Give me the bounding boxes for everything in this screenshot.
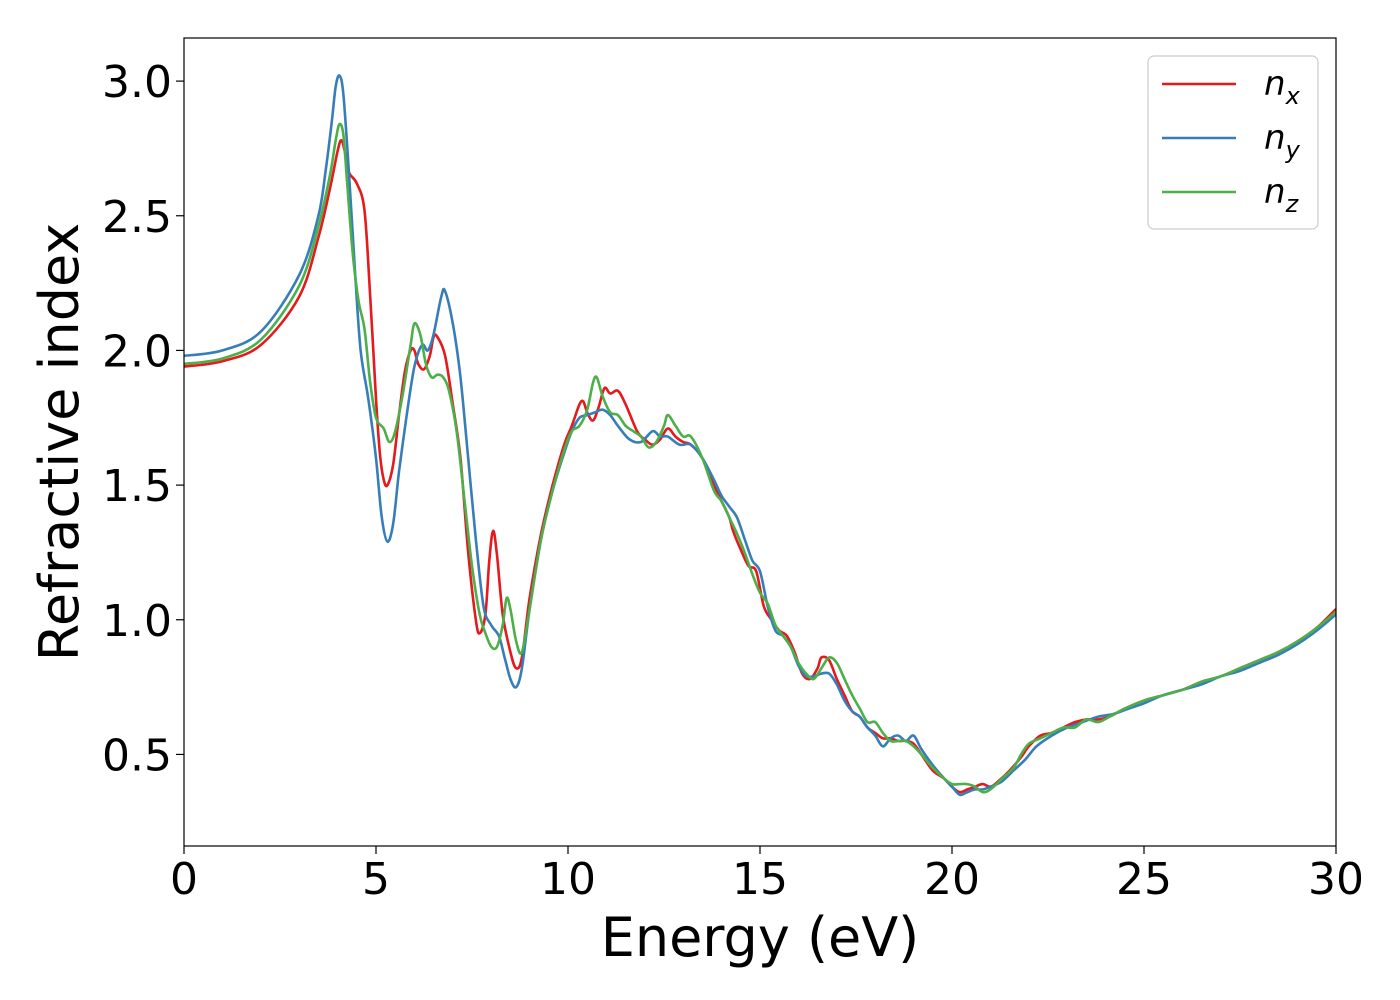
y-axis-label: Refractive index: [28, 223, 91, 662]
x-tick-label: 10: [540, 854, 596, 905]
legend-subscript: x: [1285, 82, 1301, 110]
x-axis: 0 5 10 15 20 25 30: [170, 846, 1364, 905]
y-tick-label: 1.0: [102, 596, 172, 647]
legend-subscript: z: [1285, 190, 1300, 218]
y-tick-label: 3.0: [102, 57, 172, 108]
y-axis: 0.5 1.0 1.5 2.0 2.5 3.0: [102, 57, 184, 781]
x-tick-label: 30: [1308, 854, 1364, 905]
x-tick-label: 25: [1116, 854, 1172, 905]
legend-box: [1147, 55, 1319, 230]
x-tick-label: 5: [362, 854, 390, 905]
legend-subscript: y: [1285, 136, 1301, 164]
y-tick-label: 1.5: [102, 461, 172, 512]
y-tick-label: 0.5: [102, 730, 172, 781]
series-line-nz: [184, 122, 1336, 794]
plot-area: [184, 38, 1336, 846]
x-tick-label: 0: [170, 854, 198, 905]
series-layer: [184, 74, 1336, 797]
x-tick-label: 20: [924, 854, 980, 905]
y-tick-label: 2.0: [102, 326, 172, 377]
x-axis-label: Energy (eV): [601, 906, 920, 969]
x-tick-label: 15: [732, 854, 788, 905]
y-tick-label: 2.5: [102, 192, 172, 243]
